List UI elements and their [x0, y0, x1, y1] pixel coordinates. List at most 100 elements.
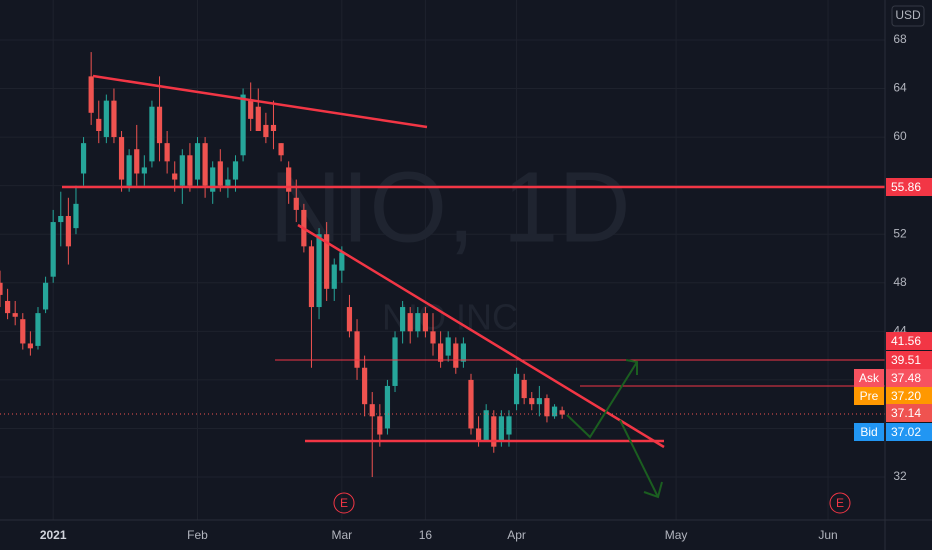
candle-body	[4, 300, 11, 314]
candle-body	[475, 428, 482, 441]
candle-body	[498, 416, 504, 441]
candle-body	[270, 124, 277, 132]
price-tag-value: 37.14	[891, 406, 921, 420]
candle-body	[536, 398, 542, 405]
price-tag-value: 37.48	[891, 371, 921, 385]
price-tag	[886, 423, 932, 441]
price-tag	[886, 332, 932, 350]
candle-body	[27, 343, 33, 349]
arrow-head	[625, 359, 638, 375]
x-tick-label: Apr	[507, 528, 526, 542]
watermark: NIO, 1D	[269, 151, 630, 263]
candle-body	[377, 416, 383, 435]
price-axis	[885, 0, 932, 550]
arrow	[619, 419, 659, 498]
price-tag-value: 37.20	[891, 389, 921, 403]
candle-body	[225, 179, 231, 186]
candle-body	[407, 313, 413, 332]
candle-body	[42, 282, 49, 310]
candle-body	[172, 173, 178, 180]
candle-body	[134, 149, 140, 174]
price-tag-value: 37.02	[891, 425, 921, 439]
candle-body	[551, 406, 558, 417]
candle-body	[286, 167, 292, 192]
candle-body	[544, 398, 550, 417]
earnings-circle[interactable]	[829, 492, 851, 514]
currency-box[interactable]	[891, 5, 925, 27]
candle-body	[513, 373, 520, 405]
y-tick-label: 64	[893, 81, 907, 95]
arrow	[566, 361, 638, 439]
candle-body	[430, 331, 436, 344]
candle-body	[422, 313, 429, 332]
candle-body	[12, 313, 18, 317]
y-tick-label: 48	[893, 275, 907, 289]
price-tag-name-box	[854, 423, 884, 441]
x-tick-label: 16	[419, 528, 433, 542]
candle-body	[118, 137, 125, 180]
candle-body	[354, 331, 360, 368]
trend-line	[92, 74, 428, 129]
candle-body	[141, 167, 147, 174]
price-tag-name-box	[854, 387, 884, 405]
price-tag	[886, 369, 932, 387]
candle-body	[445, 337, 451, 356]
candle-body	[438, 343, 444, 362]
candle-body	[483, 410, 489, 441]
candle-body	[179, 155, 185, 186]
candle-body	[384, 385, 391, 429]
candle-body	[20, 319, 26, 344]
price-tag	[886, 178, 932, 196]
drawings	[0, 74, 885, 499]
x-tick-label: Feb	[187, 528, 208, 542]
candles	[0, 52, 565, 478]
price-tag-name: Bid	[860, 425, 877, 439]
price-tag	[886, 387, 932, 405]
price-tag-value: 41.56	[891, 334, 921, 348]
y-tick-label: 68	[893, 32, 907, 46]
candle-body	[187, 155, 193, 186]
candle-body	[65, 215, 71, 247]
candle-body	[521, 379, 527, 399]
candle-body	[263, 124, 269, 138]
price-tag-name: Ask	[859, 371, 880, 385]
candle-body	[248, 100, 254, 119]
candle-body	[255, 106, 261, 132]
candle-body	[111, 100, 117, 138]
candle-body	[331, 264, 337, 289]
price-tag	[886, 351, 932, 369]
candle-body	[149, 106, 155, 162]
candle-body	[240, 94, 246, 156]
candle-body	[346, 307, 353, 332]
candle-body	[232, 161, 239, 180]
candle-body	[529, 398, 535, 405]
y-tick-label: 52	[893, 226, 907, 240]
candle-body	[88, 76, 94, 113]
x-tick-label: Mar	[332, 528, 353, 542]
price-tag-name-box	[854, 369, 884, 387]
axes: 323640444852566064682021FebMar16AprMayJu…	[40, 32, 932, 542]
candle-body	[164, 143, 170, 162]
candle-body	[194, 143, 201, 180]
candle-body	[369, 404, 375, 417]
candle-body	[96, 118, 102, 132]
candle-body	[50, 222, 56, 277]
earnings-circle[interactable]	[333, 492, 355, 514]
candle-body	[324, 234, 330, 289]
candle-body	[491, 416, 497, 447]
candle-body	[80, 143, 87, 174]
candle-body	[73, 203, 79, 229]
candle-body	[35, 313, 41, 346]
price-tag-value: 55.86	[891, 180, 921, 194]
candle-body	[460, 343, 466, 362]
y-tick-label: 32	[893, 469, 907, 483]
candle-body	[293, 197, 299, 210]
candle-body	[217, 161, 223, 186]
candle-body	[202, 143, 208, 186]
candle-body	[0, 282, 3, 295]
candle-body	[210, 167, 216, 192]
candle-body	[415, 313, 421, 332]
